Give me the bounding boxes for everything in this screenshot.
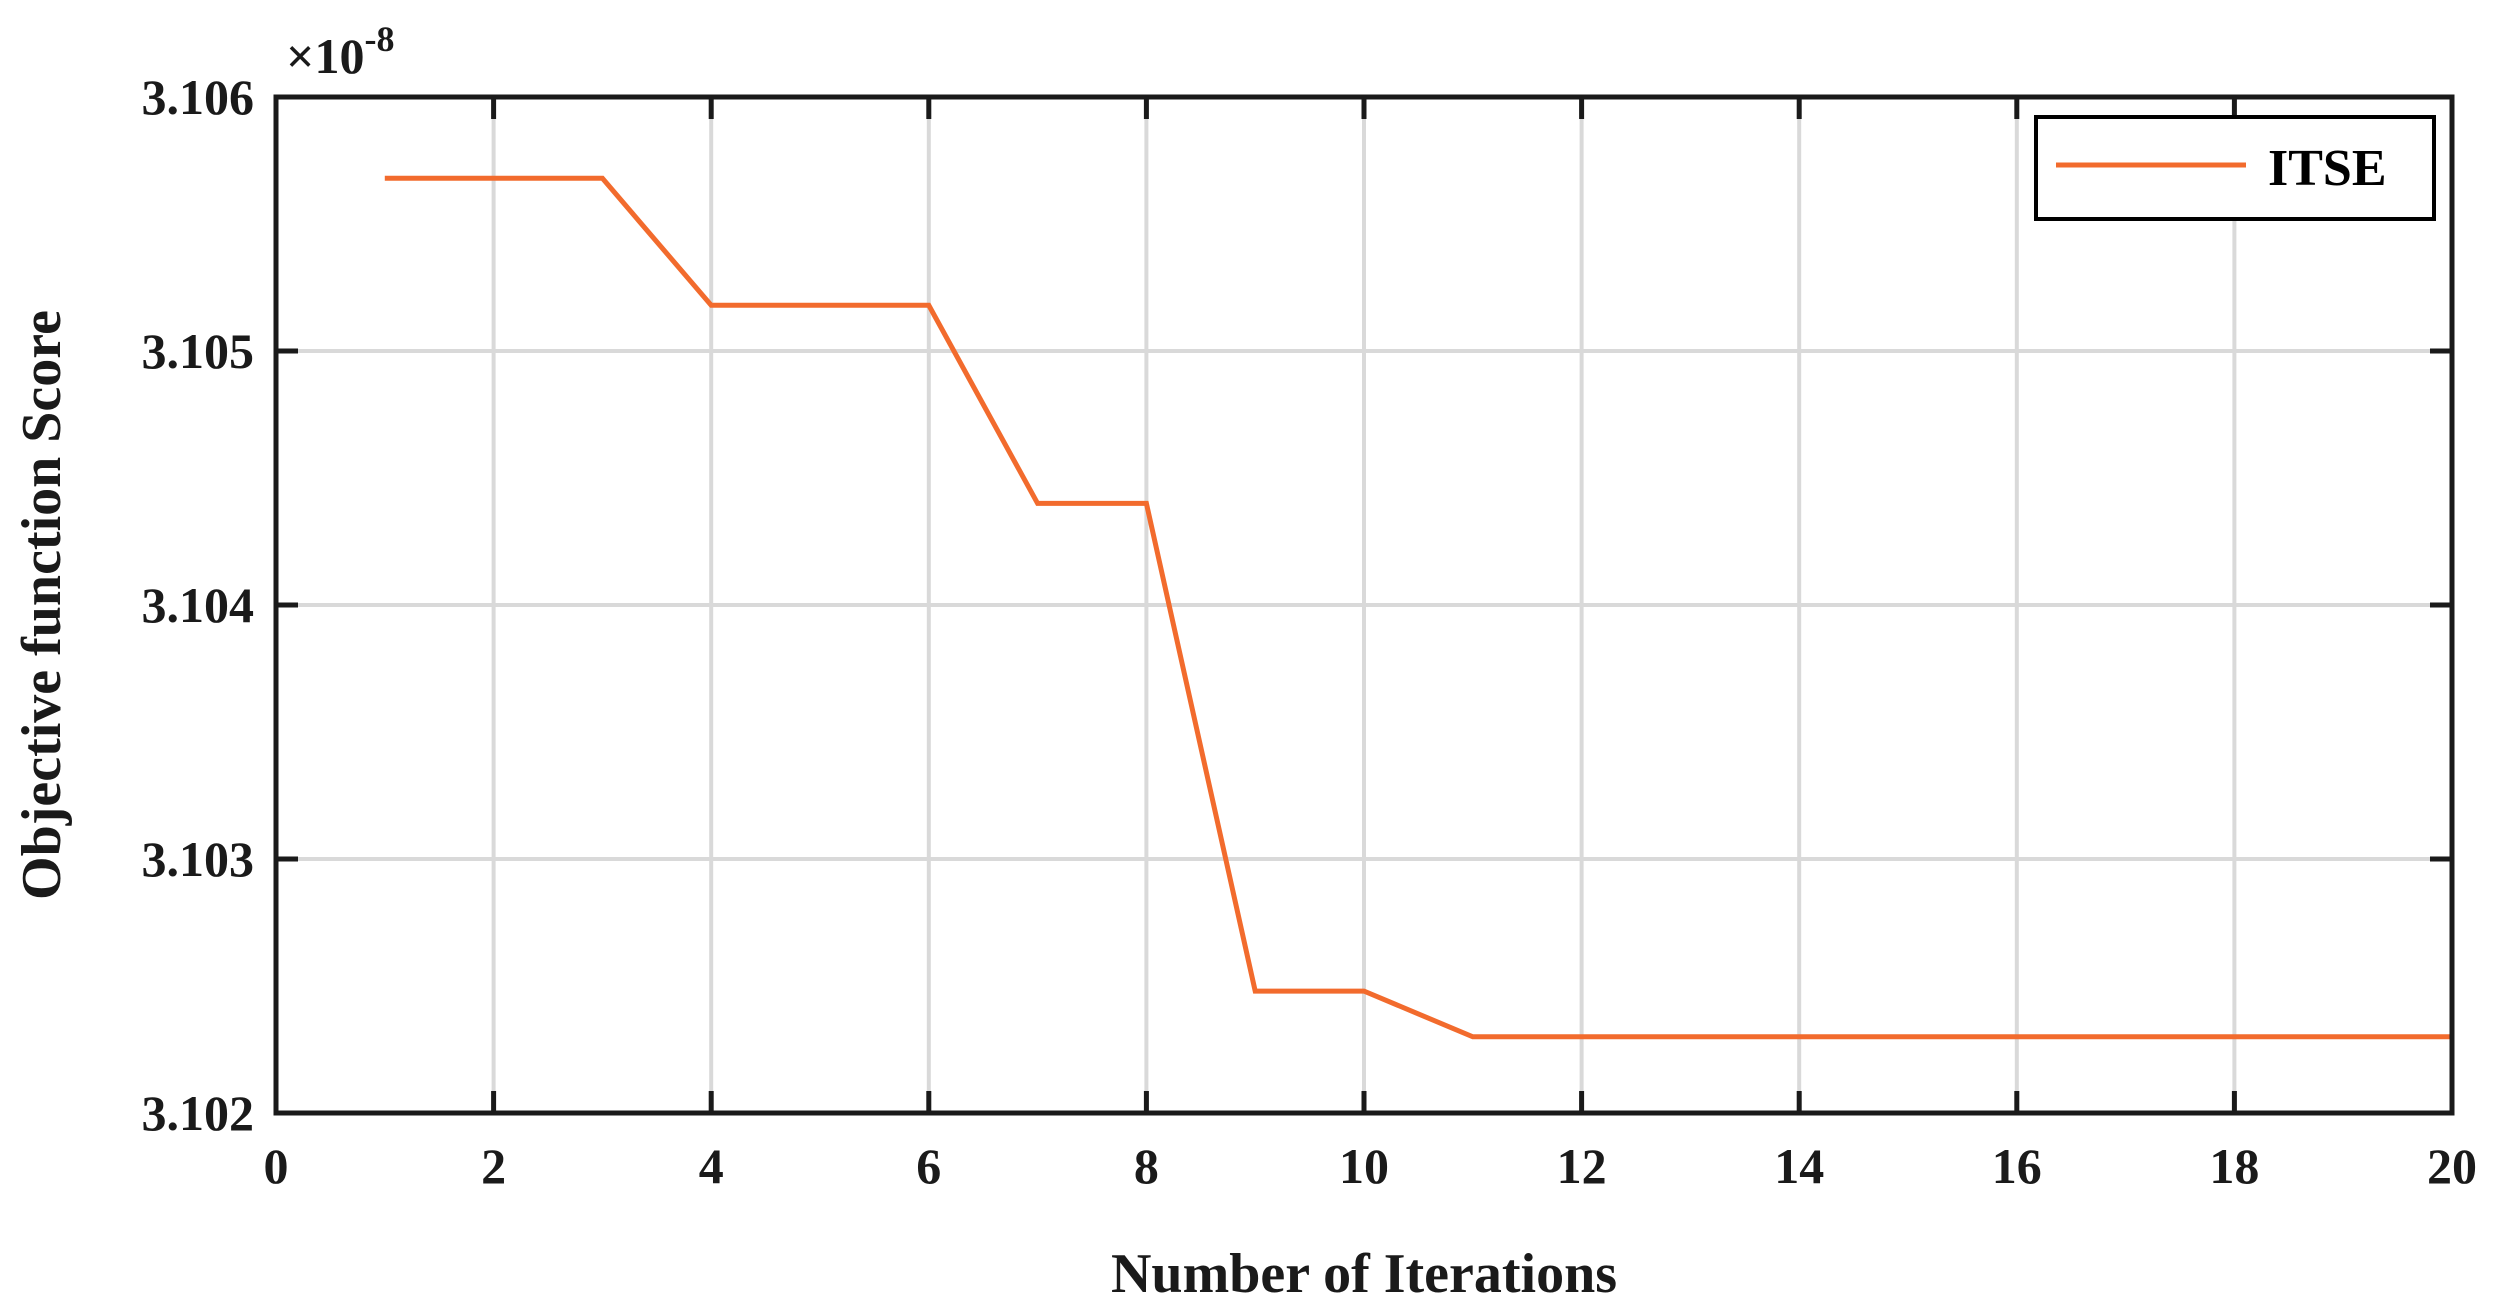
- x-tick-label: 20: [2427, 1138, 2477, 1194]
- x-tick-label: 16: [1992, 1138, 2042, 1194]
- legend-label-itse: ITSE: [2268, 140, 2387, 197]
- x-tick-label: 2: [481, 1138, 506, 1194]
- y-axis-multiplier: ×10-8: [286, 19, 395, 84]
- series-line-itse: [384, 175, 2452, 1040]
- label-layer: 0 2 4 6 8 10 12 14 16 18 20 3.102 3.103 3.104 3.105 3.1…: [142, 69, 2478, 1194]
- y-tick-label: 3.102: [142, 1085, 255, 1141]
- x-tick-label: 14: [1774, 1138, 1824, 1194]
- legend-box: [2034, 115, 2436, 221]
- y-multiplier-exponent: -8: [365, 19, 395, 59]
- y-multiplier-base: ×10: [286, 28, 365, 84]
- x-tick-label: 6: [916, 1138, 941, 1194]
- x-tick-label: 18: [2209, 1138, 2259, 1194]
- x-tick-label: 8: [1134, 1138, 1159, 1194]
- tick-layer: [273, 94, 2455, 1116]
- y-tick-label: 3.104: [142, 577, 255, 633]
- y-tick-label: 3.105: [142, 323, 255, 379]
- y-axis-title: Objective function Score: [11, 310, 73, 900]
- x-axis-title: Number of Iterations: [1111, 1243, 1617, 1305]
- x-tick-label: 0: [264, 1138, 289, 1194]
- x-tick-label: 12: [1557, 1138, 1607, 1194]
- legend: ITSE: [2034, 115, 2436, 221]
- x-tick-label: 4: [699, 1138, 724, 1194]
- y-tick-label: 3.106: [142, 69, 255, 125]
- grid-layer: [276, 97, 2452, 1113]
- y-tick-label: 3.103: [142, 831, 255, 887]
- series-layer: [384, 175, 2452, 1040]
- x-tick-label: 10: [1339, 1138, 1389, 1194]
